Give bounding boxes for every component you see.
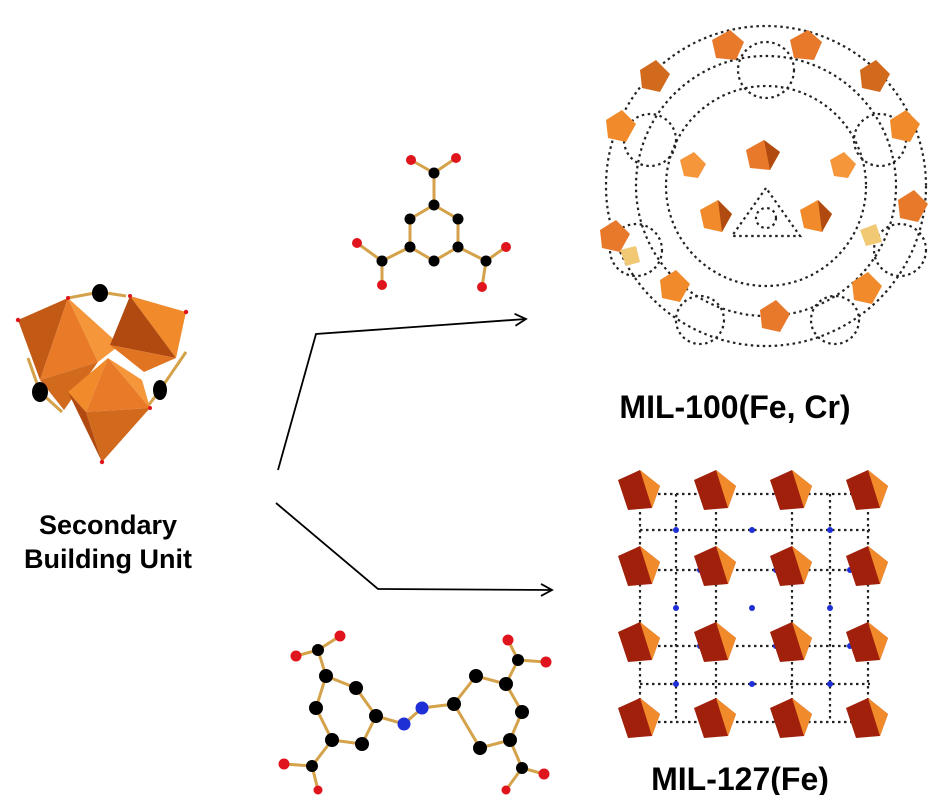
- mil127-structure: [618, 470, 888, 738]
- mil100-structure: [600, 24, 928, 348]
- arrow-to-mil127: [275, 502, 554, 597]
- sbu-label-line1: Secondary: [38, 510, 178, 540]
- abtc-linker: [278, 630, 552, 795]
- mil100-label: MIL-100(Fe, Cr): [619, 389, 850, 425]
- sbu-label: Secondary Building Unit: [8, 508, 208, 576]
- mil127-label: MIL-127(Fe): [651, 761, 829, 795]
- mil100-octahedra: [600, 30, 928, 332]
- sbu-octahedron-center: [68, 358, 150, 462]
- sbu-trimer: [15, 284, 189, 465]
- arrow-to-mil100: [277, 312, 528, 471]
- sbu-carboxylate-carbons: [32, 284, 167, 402]
- btc-linker: [352, 153, 511, 292]
- sbu-label-line2: Building Unit: [24, 544, 192, 574]
- sbu-oxygen-atoms: [15, 294, 189, 465]
- mil127-trimers: [618, 470, 888, 738]
- sbu-octahedron-right: [110, 296, 186, 372]
- sbu-octahedron-left: [18, 298, 120, 410]
- arrows: [275, 312, 554, 597]
